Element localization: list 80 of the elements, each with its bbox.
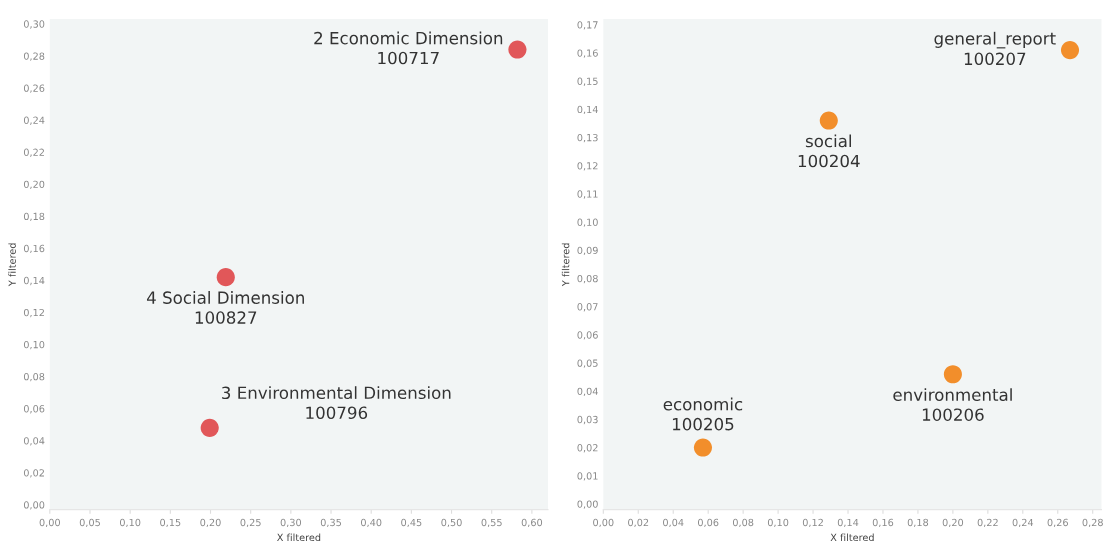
y-tick-label: 0,01 [577, 472, 598, 481]
y-tick-label: 0,24 [23, 116, 45, 125]
point [200, 418, 219, 437]
x-tick-label: 0,02 [628, 518, 649, 528]
y-tick-label: 0,00 [577, 500, 598, 509]
x-tick-label: 0,15 [160, 518, 181, 528]
x-tick-label: 0,22 [977, 518, 998, 528]
y-tick-label: 0,08 [577, 274, 598, 284]
y-tick-label: 0,15 [577, 77, 598, 86]
y-tick-label: 0,02 [577, 444, 598, 453]
y-tick-label: 0,10 [577, 218, 598, 227]
annotation: general_report 100207 [934, 31, 1056, 66]
y-tick-label: 0,16 [577, 49, 598, 58]
x-axis-title: X filtered [830, 533, 874, 542]
y-tick-label: 0,28 [23, 52, 45, 61]
y-tick-label: 0,18 [23, 212, 45, 222]
annotation: 2 Economic Dimension 100717 [314, 31, 503, 65]
x-tick-label: 0,14 [837, 518, 859, 528]
point [1060, 41, 1080, 60]
y-tick-label: 0,14 [23, 276, 45, 286]
x-tick-label: 0,04 [663, 518, 684, 528]
x-tick-label: 0,16 [872, 518, 894, 528]
y-tick-label: 0,10 [23, 340, 45, 350]
y-tick-label: 0,12 [23, 308, 44, 318]
y-tick-label: 0,11 [577, 190, 598, 199]
y-tick-label: 0,17 [577, 21, 598, 30]
x-tick-label: 0,06 [698, 518, 719, 528]
x-tick-label: 0,25 [240, 518, 261, 528]
y-tick-label: 0,04 [577, 387, 598, 396]
y-tick-label: 0,12 [577, 162, 598, 171]
point [819, 111, 838, 130]
y-tick-label: 0,09 [577, 246, 598, 256]
x-tick-label: 0,24 [1012, 518, 1034, 528]
y-tick-label: 0,03 [577, 415, 598, 425]
y-tick-label: 0,26 [23, 84, 45, 93]
y-tick-label: 0,06 [23, 405, 45, 414]
y-tick-label: 0,13 [577, 133, 598, 143]
y-tick-label: 0,07 [577, 303, 598, 312]
x-tick-label: 0,10 [767, 518, 789, 528]
x-tick-label: 0,12 [802, 518, 823, 528]
y-tick-label: 0,14 [577, 105, 598, 115]
x-tick-label: 0,10 [119, 518, 141, 528]
annotation: environmental 100206 [893, 388, 1012, 421]
y-tick-label: 0,20 [23, 180, 45, 189]
x-tick-label: 0,60 [521, 518, 543, 528]
x-tick-label: 0,50 [441, 518, 462, 528]
x-tick-label: 0,35 [320, 518, 341, 528]
y-tick-label: 0,06 [577, 331, 598, 340]
point [508, 40, 527, 59]
x-tick-label: 0,00 [593, 518, 614, 528]
x-tick-label: 0,45 [401, 518, 422, 528]
point [943, 365, 962, 384]
x-axis-title: X filtered [277, 533, 321, 542]
y-tick-label: 0,00 [23, 501, 45, 510]
x-tick-label: 0,28 [1082, 518, 1103, 528]
annotation: 3 Environmental Dimension 100796 [222, 386, 451, 420]
x-tick-label: 0,30 [280, 518, 302, 528]
x-tick-label: 0,05 [79, 518, 100, 528]
x-tick-label: 0,00 [39, 518, 60, 528]
y-tick-label: 0,22 [23, 148, 44, 157]
point [216, 268, 235, 287]
x-tick-label: 0,55 [481, 518, 502, 528]
y-tick-label: 0,16 [23, 244, 45, 254]
annotation: social 100204 [798, 134, 860, 168]
x-tick-label: 0,08 [732, 518, 754, 528]
y-tick-label: 0,30 [23, 20, 45, 29]
y-tick-label: 0,02 [23, 469, 44, 478]
point [693, 438, 712, 457]
x-tick-label: 0,40 [361, 518, 382, 528]
y-axis-title: Y filtered [8, 243, 16, 287]
annotation: economic 100205 [663, 397, 743, 431]
y-axis-title: Y filtered [561, 243, 570, 287]
y-tick-label: 0,04 [23, 437, 45, 446]
x-tick-label: 0,20 [200, 518, 221, 528]
y-tick-label: 0,08 [23, 373, 45, 382]
annotation: 4 Social Dimension 100827 [146, 291, 304, 324]
x-tick-label: 0,18 [907, 518, 929, 528]
x-tick-label: 0,20 [942, 518, 964, 528]
x-tick-label: 0,26 [1047, 518, 1068, 528]
y-tick-label: 0,05 [577, 359, 598, 368]
